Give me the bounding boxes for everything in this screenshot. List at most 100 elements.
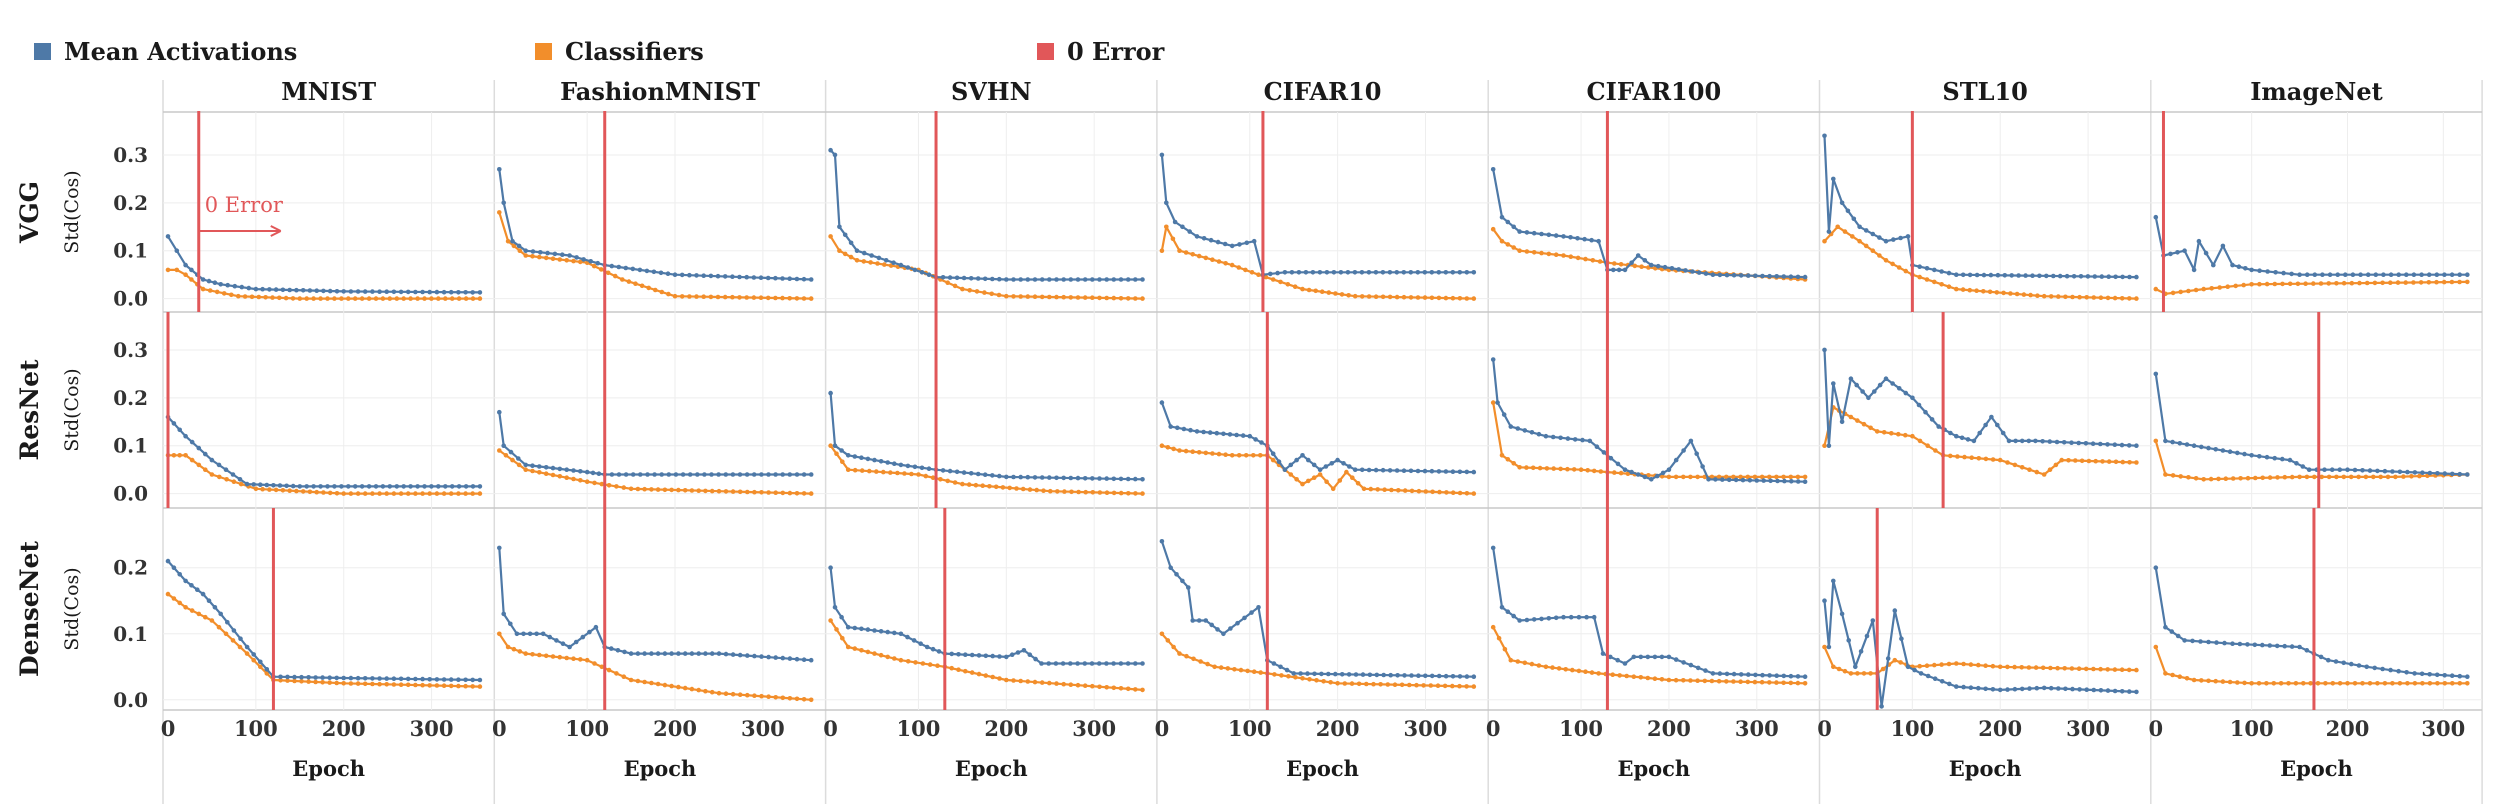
- data-point-mean: [251, 652, 256, 657]
- data-point-mean: [1703, 271, 1709, 276]
- data-point-classifiers: [2134, 667, 2139, 673]
- data-point-classifiers: [307, 489, 313, 495]
- data-point-classifiers: [1294, 477, 1299, 482]
- data-point-mean: [1408, 270, 1414, 275]
- data-point-mean: [1187, 229, 1192, 234]
- data-point-mean: [1457, 674, 1463, 679]
- data-point-classifiers: [260, 486, 265, 492]
- data-point-mean: [2249, 453, 2254, 458]
- data-point-mean: [2388, 667, 2393, 673]
- data-point-classifiers: [837, 248, 842, 253]
- data-point-mean: [1450, 674, 1456, 679]
- data-point-classifiers: [2326, 474, 2332, 480]
- data-point-mean: [348, 675, 354, 681]
- data-point-classifiers: [2417, 473, 2422, 479]
- series-line-mean: [1492, 359, 1806, 483]
- data-point-mean: [1373, 467, 1379, 473]
- data-point-mean: [2350, 272, 2356, 278]
- data-point-classifiers: [1258, 453, 1263, 458]
- data-point-classifiers: [628, 486, 634, 492]
- data-point-classifiers: [387, 296, 393, 301]
- legend-swatch-classifiers: [535, 42, 552, 60]
- data-point-mean: [1387, 468, 1393, 473]
- x-tick-label: 200: [1316, 716, 1360, 741]
- data-point-mean: [2191, 443, 2197, 449]
- data-point-classifiers: [1889, 431, 1894, 436]
- data-point-classifiers: [313, 679, 318, 685]
- data-point-mean: [1443, 270, 1449, 275]
- data-point-mean: [1550, 434, 1556, 440]
- data-point-mean: [497, 167, 502, 172]
- data-point-classifiers: [183, 453, 188, 458]
- x-tick-label: 100: [2230, 716, 2274, 741]
- data-point-classifiers: [2041, 293, 2047, 299]
- data-point-mean: [1872, 389, 1877, 394]
- data-point-classifiers: [427, 491, 433, 496]
- data-point-mean: [1009, 652, 1015, 657]
- data-point-mean: [872, 628, 877, 633]
- data-point-mean: [2236, 264, 2242, 270]
- data-point-mean: [1997, 687, 2003, 693]
- data-point-mean: [949, 651, 954, 657]
- series-line-classifiers: [2154, 440, 2468, 481]
- data-point-mean: [1615, 657, 1620, 663]
- series-line-classifiers: [1160, 225, 1474, 300]
- data-point-classifiers: [1018, 678, 1023, 684]
- data-point-mean: [2260, 642, 2265, 648]
- data-point-classifiers: [1954, 661, 1959, 666]
- data-point-mean: [2245, 642, 2250, 647]
- data-point-classifiers: [1083, 489, 1088, 495]
- data-point-mean: [2070, 686, 2075, 692]
- data-point-classifiers: [1802, 681, 1808, 686]
- data-point-classifiers: [2112, 667, 2118, 672]
- data-point-classifiers: [2341, 474, 2347, 480]
- data-point-mean: [2182, 248, 2187, 253]
- data-point-classifiers: [1563, 667, 1568, 672]
- data-point-classifiers: [1738, 679, 1743, 684]
- data-point-mean: [635, 651, 641, 656]
- data-point-mean: [398, 289, 404, 295]
- data-point-classifiers: [1307, 677, 1312, 682]
- data-point-mean: [2227, 449, 2233, 455]
- data-point-mean: [638, 472, 643, 477]
- data-point-mean: [687, 272, 692, 278]
- data-point-classifiers: [2091, 666, 2096, 672]
- data-point-classifiers: [183, 605, 188, 610]
- data-point-mean: [1422, 270, 1428, 275]
- data-point-classifiers: [974, 289, 980, 294]
- data-point-classifiers: [2119, 296, 2125, 301]
- data-point-classifiers: [867, 468, 872, 474]
- data-point-mean: [2033, 438, 2038, 444]
- data-point-classifiers: [2301, 681, 2306, 686]
- data-point-mean: [744, 472, 750, 477]
- data-point-mean: [434, 677, 440, 682]
- data-point-mean: [2163, 438, 2168, 444]
- data-point-mean: [1118, 476, 1124, 482]
- data-point-mean: [2085, 274, 2091, 279]
- data-point-classifiers: [1198, 659, 1203, 664]
- data-point-mean: [2411, 272, 2417, 278]
- data-point-mean: [267, 287, 272, 292]
- data-point-classifiers: [878, 652, 884, 658]
- data-point-classifiers: [1570, 667, 1575, 673]
- data-point-classifiers: [1822, 238, 1827, 244]
- data-point-mean: [2190, 638, 2195, 644]
- data-point-classifiers: [1450, 683, 1455, 689]
- data-point-mean: [1347, 464, 1352, 469]
- data-point-classifiers: [639, 283, 645, 289]
- x-tick-label: 0: [823, 716, 838, 741]
- data-point-mean: [1589, 237, 1594, 243]
- data-point-mean: [918, 641, 923, 646]
- data-point-mean: [1025, 277, 1031, 282]
- data-point-mean: [557, 466, 563, 472]
- data-point-classifiers: [2297, 474, 2302, 480]
- data-point-mean: [1352, 270, 1358, 275]
- data-point-classifiers: [2278, 681, 2284, 686]
- y-tick-label: 0.1: [113, 434, 148, 458]
- data-point-mean: [2099, 274, 2105, 279]
- data-point-mean: [463, 290, 468, 295]
- column-header-stl10: STL10: [1942, 77, 2027, 106]
- data-point-classifiers: [2098, 666, 2103, 672]
- data-point-mean: [758, 275, 764, 281]
- x-tick-label: 300: [1404, 716, 1448, 741]
